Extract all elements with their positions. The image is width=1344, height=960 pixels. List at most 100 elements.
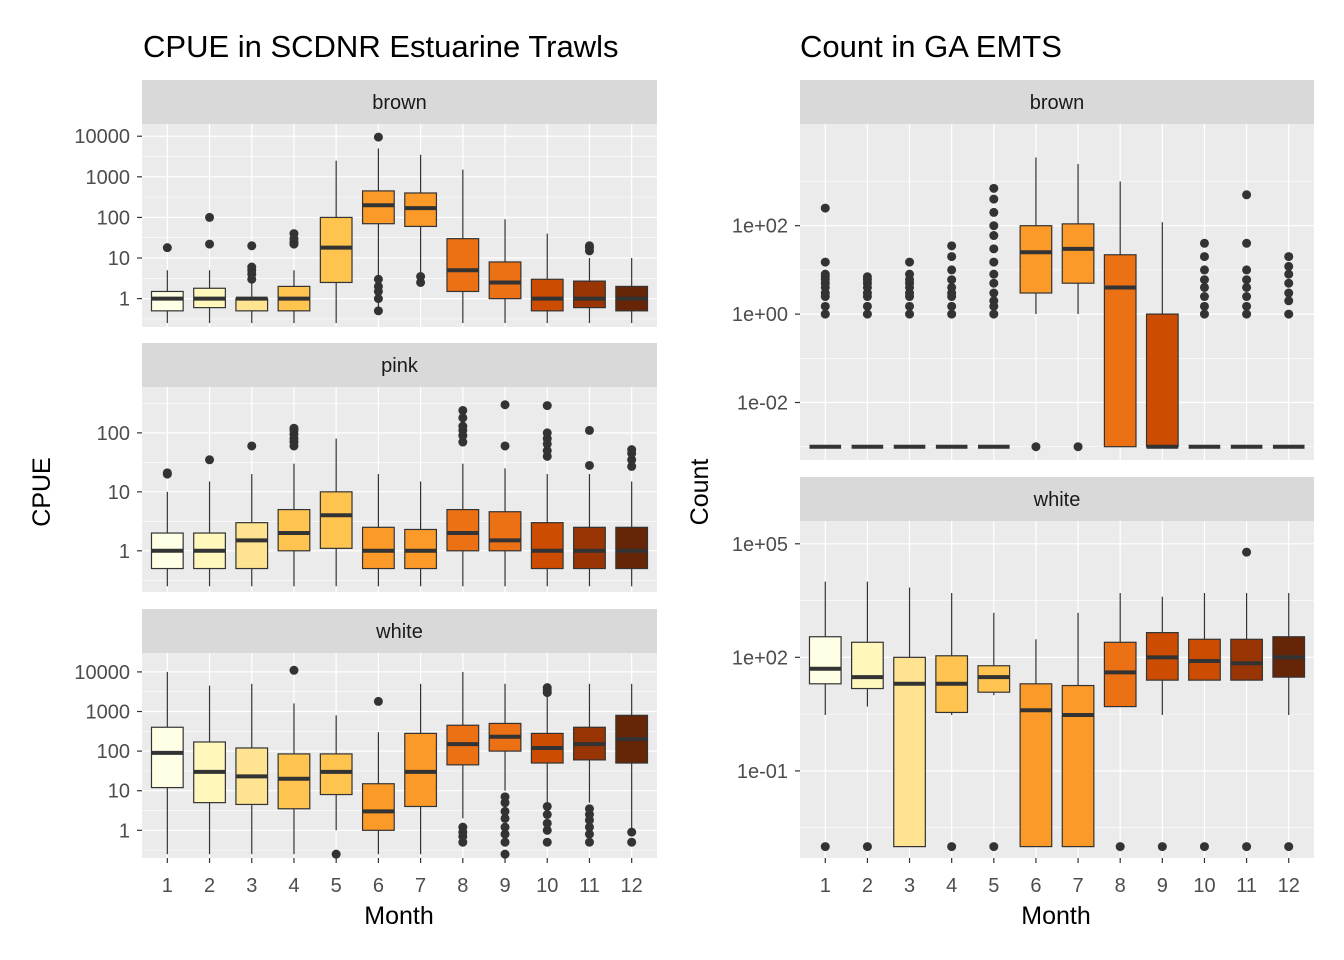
outlier-point [542,801,552,811]
outlier-point [500,813,510,823]
box-month-10 [530,233,564,324]
box-month-10 [530,401,564,587]
outlier-point [1284,288,1294,298]
y-tick-label: 10 [108,482,130,504]
outlier-point [584,804,594,814]
box-month-10 [530,683,564,847]
facet-strip [142,80,657,124]
facet-strip-label: white [1033,489,1081,511]
box-body [851,641,884,690]
outlier-point [1199,275,1209,285]
outlier-point [989,194,999,204]
facet-strip-label: brown [1030,92,1084,114]
outlier-point [458,437,468,447]
panel-background [800,124,1314,460]
box-month-11 [1230,190,1263,449]
box-month-2 [193,212,226,324]
outlier-point [1284,278,1294,288]
box-body [1103,254,1137,448]
box-month-8 [446,671,480,847]
outlier-point [989,288,999,298]
facet-strip [800,80,1314,124]
box-month-9 [1145,596,1179,852]
outlier-point [162,243,172,253]
box-month-6 [361,474,395,587]
box-body [319,216,353,284]
x-tick-label: 1 [820,875,831,897]
box-body [319,491,353,549]
outlier-point [947,842,957,852]
outlier-point [500,829,510,839]
outlier-point [584,837,594,847]
outlier-point [820,203,830,213]
outlier-point [373,696,383,706]
box-month-10 [1188,238,1221,449]
x-tick-label: 10 [1193,875,1215,897]
outlier-point [989,269,999,279]
box-month-3 [235,241,269,324]
box-body [150,726,184,789]
box-month-9 [488,219,522,324]
outlier-point [373,281,383,291]
right-chart-title: Count in GA EMTS [800,29,1062,64]
outlier-point [905,257,915,267]
x-tick-label: 6 [1030,875,1041,897]
outlier-point [989,231,999,241]
box-month-12 [615,258,649,324]
outlier-point [1199,309,1209,319]
outlier-point [500,441,510,451]
box-body [893,656,926,848]
outlier-point [1199,252,1209,262]
outlier-point [989,296,999,306]
box-body [530,278,564,312]
outlier-point [458,822,468,832]
outlier-point [247,441,257,451]
outlier-point [1242,190,1252,200]
outlier-point [905,309,915,319]
box-month-12 [1272,593,1306,852]
outlier-point [373,274,383,284]
outlier-point [905,301,915,311]
facet-strip-label: brown [372,92,426,114]
left-x-axis-title: Month [364,902,433,930]
outlier-point [947,252,957,262]
box-month-4 [935,241,968,449]
outlier-point [542,810,552,820]
box-month-4 [277,665,311,855]
box-month-4 [277,423,311,587]
box-body [277,753,311,810]
y-tick-label: 1e+02 [732,647,788,669]
outlier-point [331,849,341,859]
x-tick-label: 4 [946,875,957,897]
box-month-3 [893,257,926,449]
outlier-point [542,837,552,847]
box-month-6 [361,696,395,855]
outlier-point [289,423,299,433]
outlier-point [1284,269,1294,279]
outlier-point [1199,265,1209,275]
box-month-6 [1019,639,1053,848]
x-tick-label: 7 [415,875,426,897]
outlier-point [458,405,468,415]
box-month-8 [446,169,480,324]
x-tick-label: 8 [457,875,468,897]
outlier-point [820,301,830,311]
outlier-point [205,212,215,222]
outlier-point [1242,275,1252,285]
outlier-point [627,445,637,455]
box-month-7 [1061,612,1095,848]
outlier-point [1242,265,1252,275]
y-tick-label: 100 [97,207,130,229]
facet-panels: brown 1 10 100 1000 10000 pink 1 10 100 white 1 10 10… [74,80,1314,897]
x-tick-label: 11 [579,875,600,897]
outlier-point [584,425,594,435]
outlier-point [542,401,552,411]
box-body [1103,641,1137,708]
box-body [150,290,184,312]
outlier-point [1242,282,1252,292]
outlier-point [1073,442,1083,452]
x-tick-label: 9 [499,875,510,897]
facet-strip-label: pink [381,355,419,377]
box-month-1 [150,468,184,587]
box-body [1019,683,1053,848]
